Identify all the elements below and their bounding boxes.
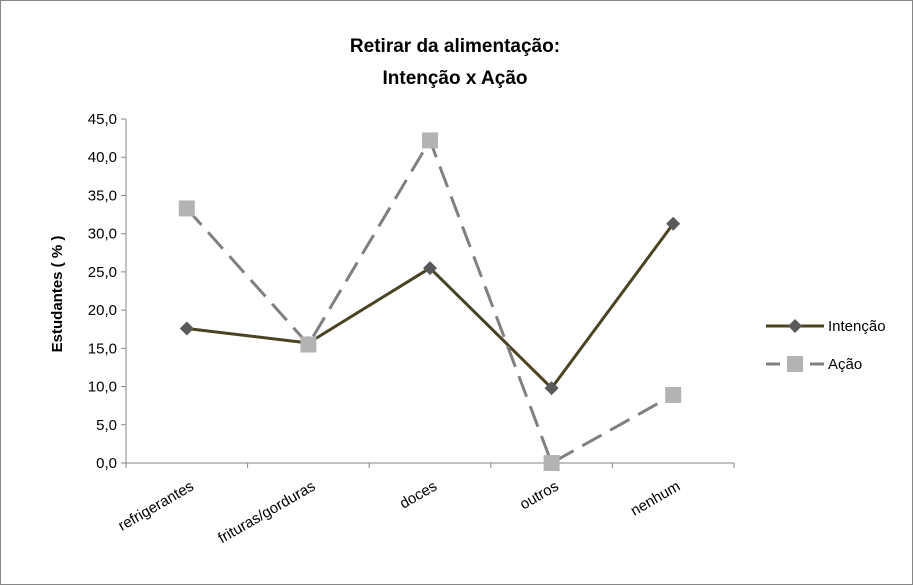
y-axis-label: Estudantes ( % ) xyxy=(49,236,66,353)
series-2-point xyxy=(665,386,682,403)
y-tick-label: 20,0 xyxy=(88,302,117,319)
y-tick-label: 5,0 xyxy=(96,417,117,434)
y-tick-label: 15,0 xyxy=(88,340,117,357)
chart-title-line-1: Retirar da alimentação: xyxy=(350,36,560,57)
y-tick-label: 10,0 xyxy=(88,379,117,396)
series-1-point xyxy=(423,261,437,276)
legend-marker-2 xyxy=(787,356,803,372)
series-1 xyxy=(179,216,681,396)
x-tick-labels: refrigerantes frituras/gorduras doces outro… xyxy=(115,478,683,547)
x-tick-label: nenhum xyxy=(628,478,683,520)
y-tick-label: 45,0 xyxy=(88,111,117,128)
chart-title-line-2: Intenção x Ação xyxy=(382,68,527,89)
series-2-line xyxy=(185,138,674,465)
legend-label-1: Intenção xyxy=(828,318,886,335)
series-1-point xyxy=(666,216,681,231)
series-2-point xyxy=(178,200,195,217)
y-tick-label: 25,0 xyxy=(88,264,117,281)
series-1-point xyxy=(544,381,559,396)
x-tick-label: doces xyxy=(397,478,440,513)
axes xyxy=(121,118,735,468)
series-layer xyxy=(178,132,682,471)
x-tick-label: refrigerantes xyxy=(115,478,196,535)
y-tick-label: 40,0 xyxy=(88,149,117,166)
series-2-point xyxy=(422,132,438,149)
series-2-point xyxy=(300,336,317,353)
series-2-point xyxy=(543,455,560,471)
y-tick-label: 30,0 xyxy=(88,226,117,243)
legend-marker-1 xyxy=(788,319,802,333)
x-tick-label: outros xyxy=(517,478,562,514)
y-tick-label: 0,0 xyxy=(96,455,117,472)
series-1-point xyxy=(179,321,194,336)
y-tick-labels: 0,0 5,0 10,0 15,0 20,0 25,0 30,0 35,0 40,0 45,0 xyxy=(88,111,117,472)
series-1-line xyxy=(186,222,675,390)
legend-label-2: Ação xyxy=(828,356,862,373)
series-2 xyxy=(178,132,682,471)
legend: Intenção Ação xyxy=(766,318,886,373)
x-tick-label: frituras/gorduras xyxy=(215,478,318,547)
y-tick-label: 35,0 xyxy=(88,187,117,204)
